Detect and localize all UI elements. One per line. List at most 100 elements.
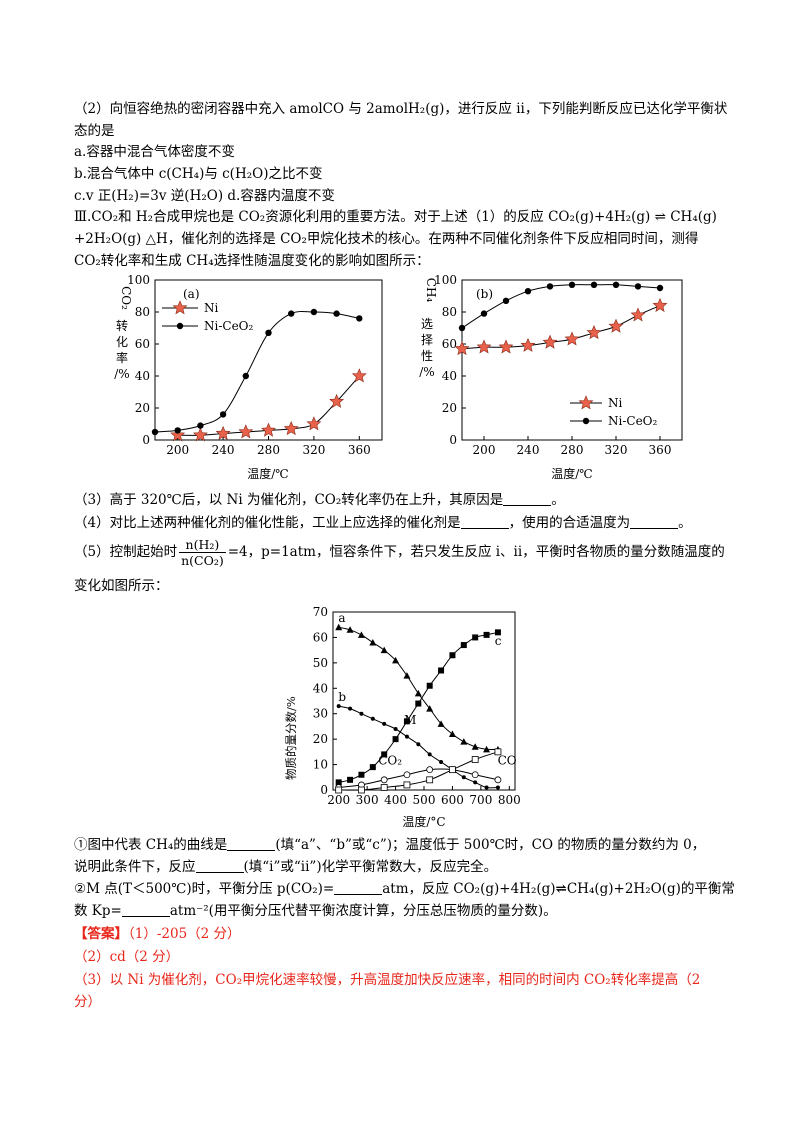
panel-label: (b) [476, 287, 493, 301]
y-tick-label: 100 [434, 273, 457, 287]
x-tick-label: 280 [257, 443, 280, 457]
y-tick-label: 40 [135, 369, 150, 383]
x-tick-label: 360 [649, 443, 672, 457]
y-axis-label: 择 [421, 333, 433, 347]
y-tick-label: 20 [135, 401, 150, 415]
answer-blank[interactable] [460, 514, 509, 529]
x-axis-label: 温度/°C [402, 814, 445, 829]
data-point-CO₂ [494, 776, 502, 784]
option-a: a.容器中混合气体密度不变 [74, 144, 235, 160]
data-point-c [415, 700, 422, 707]
answer-blank[interactable] [121, 902, 170, 917]
data-point-a [392, 656, 400, 664]
x-tick-label: 300 [356, 793, 379, 807]
data-point-c [369, 764, 376, 771]
data-point-a [335, 623, 343, 631]
y-tick-label: 0 [320, 783, 328, 797]
sub-question-2-line2: 数 Kp= atm⁻²(用平衡分压代替平衡浓度计算，分压总压物质的量分数)。 [74, 902, 557, 919]
y-tick-label: 60 [313, 630, 328, 644]
data-point-Ni-CeO₂ [546, 283, 554, 290]
legend-marker [578, 395, 594, 410]
data-point-Ni [564, 331, 580, 346]
series-line-Ni [461, 305, 661, 350]
data-point-CO [494, 748, 502, 756]
data-point-CO [426, 776, 434, 784]
answer-blank[interactable] [630, 514, 679, 529]
x-tick-label: 240 [517, 443, 540, 457]
x-tick-label: 700 [469, 793, 492, 807]
answer-blank[interactable] [503, 491, 552, 506]
y-tick-label: 20 [313, 732, 328, 746]
data-point-b [427, 752, 432, 757]
y-tick-label: 40 [313, 681, 328, 695]
question-4: （4）对比上述两种催化剂的催化性能，工业上应选择的催化剂是 ，使用的合适温度为。 [74, 514, 692, 531]
y-tick-label: 30 [313, 707, 328, 721]
curve-label-M: M [404, 713, 416, 727]
data-point-c [403, 718, 410, 725]
y-tick-label: 10 [313, 758, 328, 772]
data-point-Ni-CeO₂ [568, 281, 576, 288]
answer-3-line2: 分） [74, 994, 101, 1010]
answer-tag: 【答案】 [74, 926, 128, 942]
data-point-Ni-CeO₂ [356, 315, 363, 322]
data-point-Ni [476, 339, 492, 354]
chart-a: 200 240 280 320 360 0 20 40 60 80 100 (a) CO₂ 转化率 /% 温度… [114, 273, 383, 481]
y-tick-label: 60 [442, 337, 457, 351]
data-point-Ni-CeO₂ [480, 310, 488, 317]
data-point-b [473, 780, 478, 785]
data-point-Ni-CeO₂ [502, 297, 510, 304]
data-point-c [460, 642, 467, 649]
x-tick-label: 500 [413, 793, 436, 807]
section-3-line2: +2H₂O(g) △H，催化剂的选择是 CO₂甲烷化技术的核心。在两种不同催化剂… [74, 231, 699, 247]
data-point-Ni [351, 368, 367, 383]
section-3-line1: Ⅲ.CO₂和 H₂合成甲烷也是 CO₂资源化利用的重要方法。对于上述（1）的反应… [74, 209, 717, 225]
data-point-Ni-CeO₂ [590, 281, 598, 288]
data-point-Ni-CeO₂ [288, 310, 295, 317]
answer-blank[interactable] [195, 858, 244, 873]
x-tick-label: 200 [473, 443, 496, 457]
plot-frame [154, 279, 383, 441]
data-point-CO [358, 786, 365, 794]
data-point-Ni [630, 307, 646, 322]
series-line-Ni-CeO₂ [154, 310, 360, 433]
data-point-c [347, 776, 354, 783]
ratio-fraction: n(H₂) n(CO₂) [179, 537, 226, 568]
legend-label: Ni [608, 396, 623, 410]
legend-marker [176, 322, 184, 330]
data-point-Ni [498, 339, 514, 354]
equilibrium-arrow-icon: ⇌ [555, 881, 567, 897]
data-point-CO₂ [426, 766, 434, 774]
question-2-line2: 态的是 [74, 123, 115, 139]
sub-question-1-line2: 说明此条件下，反应 (填“i”或“ii”)化学平衡常数大，反应完全。 [74, 858, 498, 875]
answer-blank[interactable] [227, 836, 276, 851]
data-point-a [448, 730, 456, 738]
data-point-b [484, 785, 489, 790]
data-point-CO [403, 781, 411, 789]
data-point-c [381, 751, 388, 758]
y-axis-label: 性 [421, 349, 433, 363]
y-axis-label: 转 [116, 318, 128, 333]
panel-label: (a) [183, 287, 200, 301]
data-point-c [392, 736, 399, 743]
data-point-Ni-CeO₂ [219, 411, 227, 418]
data-point-b [404, 734, 409, 739]
curve-label-CO₂: CO₂ [378, 754, 402, 768]
data-point-Ni-CeO₂ [174, 427, 181, 434]
sub-question-2: ②M 点(T＜500℃)时，平衡分压 p(CO₂)= atm，反应 CO₂(g)+… [74, 880, 735, 897]
data-point-b [495, 785, 500, 790]
data-point-c [472, 634, 479, 641]
data-point-b [359, 711, 364, 716]
answer-blank[interactable] [334, 880, 383, 895]
data-point-a [414, 689, 422, 697]
data-point-b [416, 742, 421, 747]
legend-label: Ni-CeO₂ [204, 319, 254, 333]
question-3: （3）高于 320℃后，以 Ni 为催化剂，CO₂转化率仍在上升，其原因是。 [74, 491, 565, 508]
chart-b: 200 240 280 320 360 0 20 40 60 80 100 (b) CH₄ 选择性 /% 温度… [419, 273, 683, 481]
data-point-c [449, 652, 456, 659]
data-point-Ni [170, 427, 186, 442]
y-tick-label: 60 [135, 337, 150, 351]
x-axis-label: 温度/℃ [247, 466, 288, 481]
y-tick-label: 20 [442, 401, 457, 415]
x-axis-label: 温度/℃ [551, 466, 592, 481]
data-point-Ni-CeO₂ [151, 428, 159, 436]
